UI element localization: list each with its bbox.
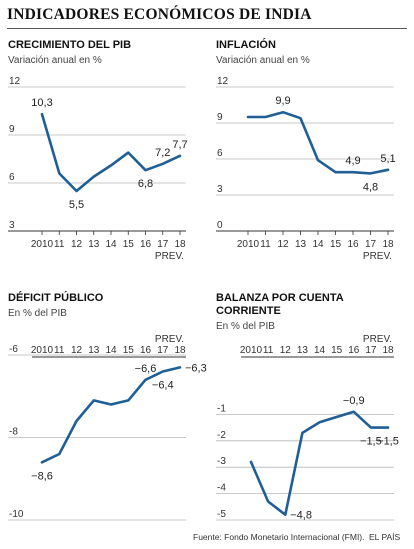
data-label: −1,5: [360, 436, 382, 448]
x-tick-label: 18: [382, 239, 394, 250]
series-line: [246, 110, 390, 175]
y-tick-label: 6: [9, 172, 15, 183]
x-tick-label: 13: [295, 239, 307, 250]
chart-subtitle: En % del PIB: [8, 308, 67, 319]
data-label: 4,9: [345, 155, 360, 167]
x-tick-label: 13: [88, 345, 100, 356]
x-tick-label: 11: [260, 239, 271, 250]
x-tick-label: 2010: [240, 345, 263, 356]
x-tick-label: 16: [347, 239, 359, 250]
x-tick-label: 2010: [31, 239, 54, 250]
x-tick-label: 14: [105, 239, 117, 250]
x-prev-label: PREV.: [155, 251, 184, 262]
y-tick-label: 9: [9, 124, 15, 135]
y-tick-label: 3: [9, 220, 15, 231]
y-tick-label: -3: [217, 456, 226, 467]
chart-title: CORRIENTE: [216, 305, 281, 317]
data-label: 5,5: [69, 199, 84, 211]
x-tick-label: 11: [54, 345, 65, 356]
x-tick-label: 18: [174, 239, 186, 250]
y-tick-label: -5: [217, 509, 226, 520]
data-label: −0,9: [343, 395, 365, 407]
x-tick-label: 14: [105, 345, 117, 356]
x-tick-label: 15: [330, 239, 342, 250]
title-rule: [7, 28, 407, 29]
page-title: INDICADORES ECONÓMICOS DE INDIA: [7, 6, 312, 23]
chart-subtitle: En % del PIB: [216, 321, 275, 332]
data-label: −6,6: [135, 363, 157, 375]
x-tick-label: 18: [174, 345, 186, 356]
data-label: −6,4: [152, 380, 174, 392]
x-tick-label: 12: [71, 345, 83, 356]
y-tick-label: 12: [217, 76, 229, 87]
charts-canvas: CRECIMIENTO DEL PIB Variación anual en % 3…: [8, 38, 399, 522]
chart-title: BALANZA POR CUENTA: [216, 292, 344, 304]
y-tick-label: 9: [217, 112, 223, 123]
data-label: 7,2: [155, 147, 170, 159]
y-tick-label: 3: [217, 184, 223, 195]
x-tick-label: 12: [277, 239, 289, 250]
data-label: −6,3: [185, 362, 207, 374]
chart-title: INFLACIÓN: [216, 38, 276, 51]
x-tick-label: 13: [88, 239, 100, 250]
data-label: −4,8: [290, 510, 312, 522]
y-tick-label: 6: [217, 148, 223, 159]
x-tick-label: 15: [123, 239, 135, 250]
x-tick-label: 17: [365, 239, 377, 250]
x-tick-label: 2010: [31, 345, 54, 356]
data-label: 5,1: [380, 153, 395, 165]
brand-label: EL PAÍS: [369, 532, 401, 542]
data-label: 6,8: [138, 178, 153, 190]
x-tick-label: 15: [123, 345, 135, 356]
x-tick-label: 13: [297, 345, 309, 356]
x-tick-label: 17: [365, 345, 377, 356]
y-tick-label: -6: [9, 344, 18, 355]
y-tick-label: -2: [217, 430, 226, 441]
x-tick-label: 14: [314, 345, 326, 356]
y-tick-label: -4: [217, 483, 226, 494]
y-tick-label: -10: [9, 509, 24, 520]
x-tick-label: 12: [71, 239, 83, 250]
x-tick-label: 17: [157, 239, 169, 250]
x-tick-label: 16: [140, 345, 152, 356]
x-tick-label: 12: [280, 345, 292, 356]
chart-subtitle: Variación anual en %: [8, 55, 102, 66]
x-prev-label: PREV.: [363, 251, 392, 262]
source-note: Fuente: Fondo Monetario Internacional (F…: [193, 532, 365, 542]
y-tick-label: 12: [9, 76, 21, 87]
y-tick-label: -8: [9, 427, 18, 438]
x-tick-label: 16: [348, 345, 360, 356]
x-prev-label: PREV.: [155, 334, 184, 345]
data-label: 7,7: [172, 139, 187, 151]
chart-title: CRECIMIENTO DEL PIB: [8, 39, 131, 51]
series-line: [40, 112, 182, 193]
x-tick-label: 17: [157, 345, 169, 356]
x-tick-label: 14: [312, 239, 324, 250]
x-tick-label: 15: [331, 345, 343, 356]
data-label: −8,6: [31, 470, 53, 482]
y-tick-label: -1: [217, 403, 226, 414]
x-tick-label: 16: [140, 239, 152, 250]
data-label: 10,3: [31, 97, 52, 109]
chart-subtitle: Variación anual en %: [216, 55, 310, 66]
chart-title: DÉFICIT PÚBLICO: [8, 291, 104, 304]
series-line: [249, 410, 390, 517]
y-tick-label: 0: [217, 220, 223, 231]
series-line: [40, 366, 182, 464]
x-tick-label: 11: [263, 345, 274, 356]
x-tick-label: 11: [54, 239, 65, 250]
x-prev-label: PREV.: [363, 334, 392, 345]
data-label: −1,5: [377, 436, 399, 448]
data-label: 9,9: [275, 95, 290, 107]
x-tick-label: 18: [382, 345, 394, 356]
data-label: 4,8: [363, 181, 378, 193]
x-tick-label: 2010: [237, 239, 260, 250]
